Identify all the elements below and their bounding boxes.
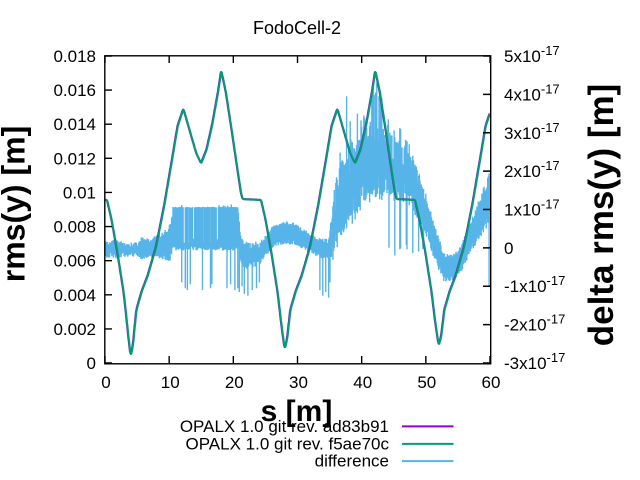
svg-text:0.012: 0.012 bbox=[53, 149, 96, 168]
svg-text:0.006: 0.006 bbox=[53, 252, 96, 271]
svg-text:0: 0 bbox=[101, 373, 110, 392]
svg-text:0: 0 bbox=[504, 239, 513, 258]
svg-text:0.01: 0.01 bbox=[63, 183, 96, 202]
svg-text:difference: difference bbox=[315, 452, 389, 471]
svg-text:40: 40 bbox=[353, 373, 372, 392]
svg-text:s [m]: s [m] bbox=[261, 395, 333, 428]
svg-text:30: 30 bbox=[289, 373, 308, 392]
svg-text:20: 20 bbox=[225, 373, 244, 392]
svg-text:0.008: 0.008 bbox=[53, 218, 96, 237]
svg-text:0.002: 0.002 bbox=[53, 320, 96, 339]
svg-text:FodoCell-2: FodoCell-2 bbox=[253, 18, 341, 38]
svg-text:0.018: 0.018 bbox=[53, 47, 96, 66]
svg-text:OPALX 1.0 git rev. f5ae70c: OPALX 1.0 git rev. f5ae70c bbox=[186, 435, 390, 454]
svg-text:0.014: 0.014 bbox=[53, 115, 96, 134]
svg-text:0: 0 bbox=[87, 354, 96, 373]
svg-text:rms(y) [m]: rms(y) [m] bbox=[0, 126, 32, 282]
svg-text:50: 50 bbox=[417, 373, 436, 392]
svg-text:0.004: 0.004 bbox=[53, 286, 96, 305]
svg-text:0.016: 0.016 bbox=[53, 81, 96, 100]
svg-text:10: 10 bbox=[161, 373, 180, 392]
svg-text:60: 60 bbox=[482, 373, 501, 392]
svg-text:OPALX 1.0 git rev. ad83b91: OPALX 1.0 git rev. ad83b91 bbox=[180, 417, 389, 436]
svg-text:delta rms(y) [m]: delta rms(y) [m] bbox=[582, 84, 621, 347]
